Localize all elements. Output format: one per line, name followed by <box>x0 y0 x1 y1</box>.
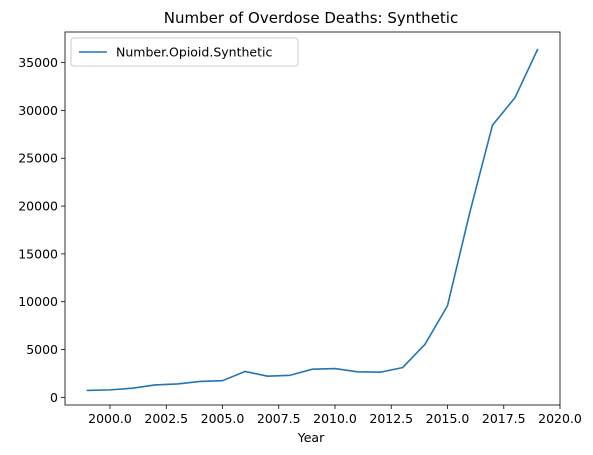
y-tick-label: 15000 <box>18 246 58 261</box>
legend: Number.Opioid.Synthetic <box>70 37 299 67</box>
x-tick-label: 2020.0 <box>538 411 582 426</box>
x-tick-label: 2005.0 <box>201 411 245 426</box>
x-tick-label: 2002.5 <box>144 411 188 426</box>
y-tick-label: 5000 <box>26 342 58 357</box>
y-tick-label: 20000 <box>18 199 58 214</box>
x-tick-label: 2015.0 <box>426 411 470 426</box>
y-tick-label: 35000 <box>18 55 58 70</box>
y-tick-label: 30000 <box>18 103 58 118</box>
x-tick-label: 2012.5 <box>369 411 413 426</box>
y-tick-label: 0 <box>50 390 58 405</box>
x-tick-label: 2017.5 <box>482 411 526 426</box>
x-tick-label: 2007.5 <box>257 411 301 426</box>
axes-frame <box>64 31 561 406</box>
chart-title: Number of Overdose Deaths: Synthetic <box>164 9 458 27</box>
y-tick-label: 25000 <box>18 151 58 166</box>
y-tick-label: 10000 <box>18 294 58 309</box>
plot-area: 2000.0 2002.5 2005.0 2007.5 2010.0 2012.5 2015… <box>18 31 582 426</box>
x-tick-label: 2010.0 <box>313 411 357 426</box>
x-axis-label: Year <box>297 430 325 445</box>
legend-entry-label: Number.Opioid.Synthetic <box>116 45 272 60</box>
series-line-0 <box>86 48 539 392</box>
x-tick-label: 2000.0 <box>88 411 132 426</box>
legend-box <box>70 37 299 67</box>
